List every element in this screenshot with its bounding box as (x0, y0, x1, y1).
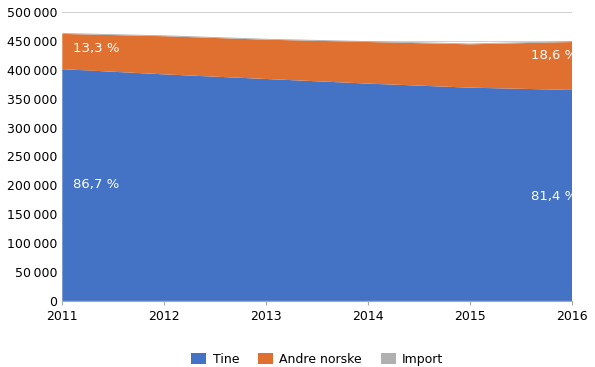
Text: 81,4 %: 81,4 % (531, 190, 578, 203)
Text: 86,7 %: 86,7 % (73, 178, 119, 191)
Text: 13,3 %: 13,3 % (73, 43, 119, 55)
Text: 18,6 %: 18,6 % (531, 49, 578, 62)
Legend: Tine, Andre norske, Import: Tine, Andre norske, Import (186, 348, 448, 367)
